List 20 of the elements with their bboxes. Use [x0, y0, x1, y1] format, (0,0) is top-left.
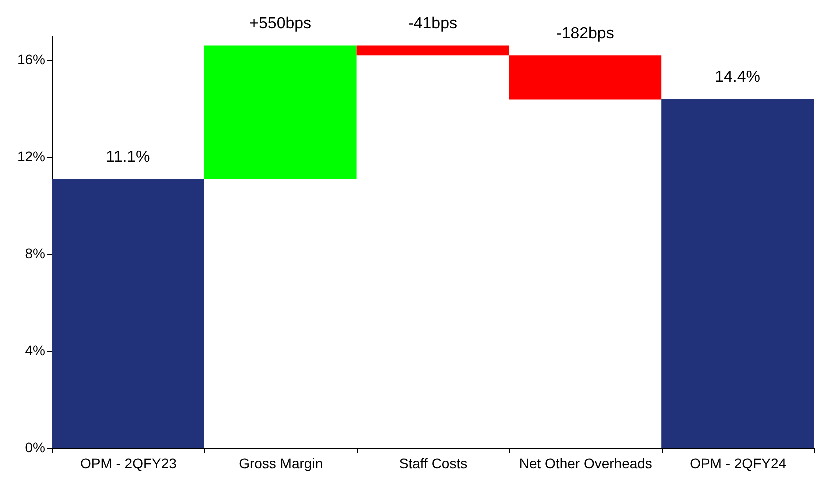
- x-tick-label: Net Other Overheads: [519, 456, 652, 472]
- y-tick-label: 4%: [25, 342, 46, 359]
- bar: [356, 46, 510, 56]
- bar: [509, 56, 662, 100]
- x-tick-label: Staff Costs: [399, 456, 468, 472]
- x-tick-label: OPM - 2QFY24: [690, 456, 787, 472]
- annotation: -182bps: [556, 26, 614, 43]
- x-tick-label: OPM - 2QFY23: [80, 456, 178, 472]
- data-label: 14.4%: [715, 69, 760, 86]
- bar: [52, 178, 204, 448]
- bar: [662, 99, 814, 448]
- annotation: +550bps: [250, 16, 312, 33]
- y-tick-label: 0%: [25, 440, 46, 456]
- annotation: -41bps: [408, 16, 458, 33]
- y-tick-label: 16%: [17, 52, 46, 68]
- y-tick-label: 12%: [17, 148, 46, 165]
- x-tick-label: Gross Margin: [239, 456, 324, 472]
- data-label: 11.1%: [106, 148, 150, 166]
- y-tick-label: 8%: [25, 246, 46, 262]
- bar: [204, 46, 357, 179]
